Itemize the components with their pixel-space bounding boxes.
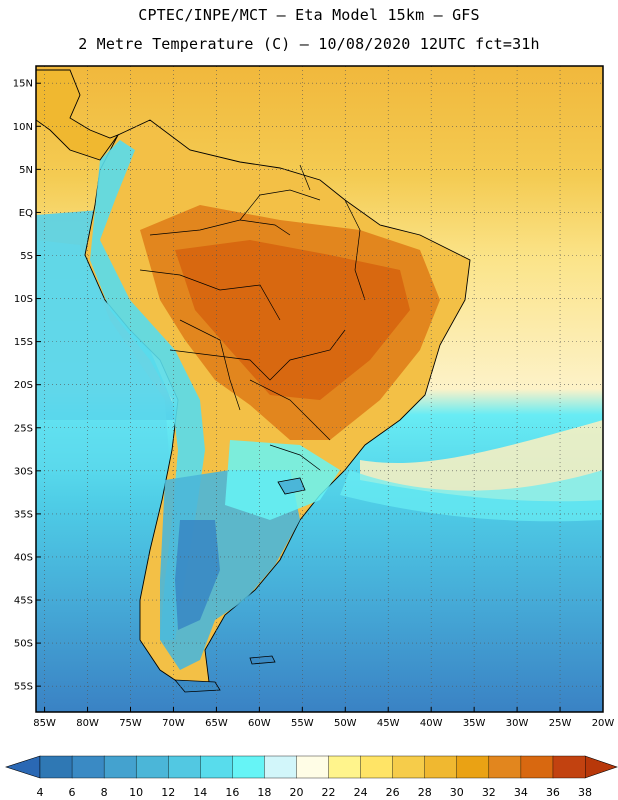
map-title-model: CPTEC/INPE/MCT – Eta Model 15km – GFS [138,6,480,24]
longitude-label: 35W [463,718,486,729]
longitude-label: 80W [76,718,99,729]
longitude-label: 20W [592,718,615,729]
colorbar-swatch [103,755,137,779]
latitude-label: 10N [13,122,33,133]
map-title-field: 2 Metre Temperature (C) – 10/08/2020 12U… [78,35,540,53]
longitude-label: 55W [291,718,314,729]
colorbar-label: 8 [101,786,108,799]
longitude-label: 45W [377,718,400,729]
longitude-label: 30W [506,718,529,729]
latitude-label: EQ [19,208,33,219]
latitude-label: 10S [14,294,33,305]
latitude-label: 20S [14,380,33,391]
latitude-label: 45S [14,596,33,607]
colorbar-swatch [200,755,233,779]
latitude-label: 50S [14,639,33,650]
colorbar-label: 12 [161,786,175,799]
country-borders [139,164,366,471]
very-hot-core [175,240,410,400]
longitude-label: 65W [205,718,228,729]
latitude-label: 55S [14,682,33,693]
colorbar-swatch [520,755,554,779]
colorbar-label: 16 [225,786,239,799]
colorbar-swatch [71,755,105,779]
colorbar-label: 26 [386,786,400,799]
coastal-lagoon [277,477,306,495]
colorbar-label: 30 [450,786,464,799]
colorbar-label: 10 [129,786,143,799]
colorbar-high-arrow [584,755,618,779]
longitude-axis: 85W 80W 75W 70W 65W 60W 55W 50W 45W 40W 35W 30W 25W 2… [33,707,614,729]
colorbar-swatch [232,755,265,779]
colorbar-label: 38 [578,786,592,799]
colorbar-swatch [424,755,458,779]
longitude-label: 60W [248,718,271,729]
map-plot-area [36,66,603,712]
colorbar-swatch [296,755,330,779]
colorbar-swatch [488,755,522,779]
graticule [36,66,604,712]
colorbar-label: 18 [257,786,271,799]
atlantic-warm-tongue [360,420,603,502]
colorbar-swatch [168,755,201,779]
colorbar-label: 24 [354,786,368,799]
colorbar-swatch [264,755,297,779]
latitude-label: 25S [14,423,33,434]
southern-andes-cold [175,520,220,630]
longitude-label: 25W [549,718,572,729]
longitude-label: 85W [33,718,56,729]
colorbar-swatch [552,755,586,779]
colorbar-swatch [360,755,394,779]
temperature-colorbar: 4 6 8 10 12 14 16 18 20 22 24 26 28 30 32 34 36 38 [5,755,618,799]
colorbar-label: 34 [514,786,528,799]
pacific-cool-band-inner [36,240,170,470]
colorbar-swatch [135,755,169,779]
colorbar-label: 4 [37,786,44,799]
latitude-label: 15S [14,337,33,348]
colorbar-label: 28 [418,786,432,799]
colorbar-label: 22 [322,786,336,799]
latitude-label: 5S [20,251,33,262]
colorbar-label: 6 [69,786,76,799]
central-america-landmass [36,69,120,161]
latitude-label: 30S [14,466,33,477]
colorbar-label: 36 [546,786,560,799]
colorbar-label: 14 [193,786,207,799]
colorbar-label: 32 [482,786,496,799]
colorbar-swatch [328,755,362,779]
latitude-axis: 15N 10N 5N EQ 5S 10S 15S 20S 25S 30S 35S 40S 45S 50S 5… [13,79,41,693]
latitude-label: 40S [14,552,33,563]
map-frame [35,65,604,713]
longitude-label: 50W [334,718,357,729]
longitude-label: 75W [119,718,142,729]
longitude-label: 40W [420,718,443,729]
colorbar-low-arrow [5,755,41,779]
longitude-label: 70W [162,718,185,729]
colorbar-swatch [392,755,426,779]
colorbar-swatch [456,755,490,779]
latitude-label: 35S [14,509,33,520]
tierra-del-fuego [174,679,221,693]
atlantic-transition [340,470,603,522]
colorbar-swatch [39,755,73,779]
falkland-islands [249,655,276,665]
pampas-cool-region [225,440,340,520]
latitude-label: 5N [19,165,33,176]
colorbar-label: 20 [289,786,303,799]
latitude-label: 15N [13,79,33,90]
